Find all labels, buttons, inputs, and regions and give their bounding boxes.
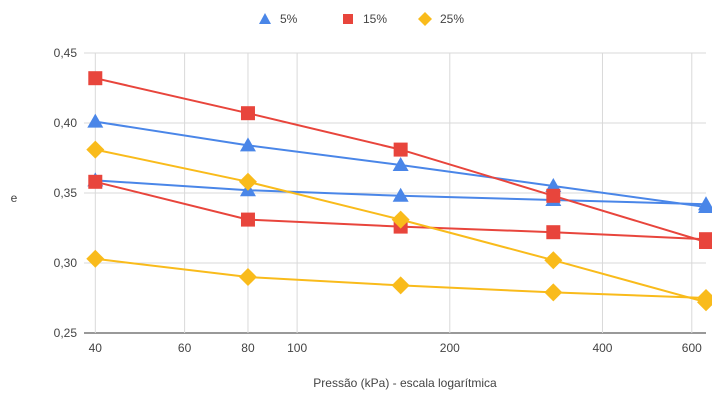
- data-point: [391, 276, 410, 295]
- x-axis-label: Pressão (kPa) - escala logarítmica: [313, 376, 497, 390]
- data-point: [238, 172, 257, 191]
- x-tick-label: 400: [592, 341, 612, 355]
- legend-swatch: [418, 12, 432, 26]
- legend-item: 25%: [418, 12, 464, 26]
- y-tick-label: 0,40: [54, 116, 78, 130]
- y-tick-label: 0,30: [54, 256, 78, 270]
- data-point: [545, 178, 562, 192]
- data-point: [544, 283, 563, 302]
- tick-labels: 0,25 0,30 0,35 0,40 0,45 40 60 80 100 200 400 600: [54, 46, 702, 355]
- x-tick-label: 600: [682, 341, 702, 355]
- data-point: [88, 71, 103, 86]
- y-tick-label: 0,25: [54, 326, 78, 340]
- data-point: [240, 212, 255, 227]
- y-axis-label: e: [11, 191, 18, 205]
- series-5pct-b: [87, 172, 712, 211]
- legend-item: 5%: [259, 12, 298, 26]
- data-point: [699, 232, 712, 247]
- x-tick-label: 80: [241, 341, 255, 355]
- x-tick-label: 60: [178, 341, 192, 355]
- data-point: [88, 174, 103, 189]
- legend-label: 15%: [363, 12, 387, 26]
- legend-label: 5%: [280, 12, 298, 26]
- data-point: [697, 289, 712, 307]
- data-point: [87, 113, 104, 128]
- data-point: [392, 187, 409, 202]
- x-tick-label: 200: [440, 341, 460, 355]
- y-tick-label: 0,45: [54, 46, 78, 60]
- x-tick-label: 100: [287, 341, 307, 355]
- x-tick-label: 40: [89, 341, 103, 355]
- data-point: [698, 196, 712, 211]
- legend: 5% 15% 25%: [259, 12, 464, 26]
- legend-swatch: [343, 14, 353, 24]
- data-point: [546, 188, 561, 203]
- series-25pct-b: [86, 249, 712, 307]
- data-point: [391, 210, 410, 229]
- data-point: [86, 249, 105, 268]
- data-point: [86, 140, 105, 159]
- data-point: [239, 137, 256, 152]
- legend-item: 15%: [343, 12, 387, 26]
- data-point: [238, 268, 257, 286]
- grid: [84, 52, 706, 334]
- data-point: [544, 251, 563, 270]
- data-point: [546, 225, 561, 240]
- series-25pct-a: [86, 140, 712, 312]
- data-point: [392, 157, 409, 171]
- series-layer: [86, 71, 712, 312]
- legend-label: 25%: [440, 12, 464, 26]
- series-15pct-a: [88, 71, 712, 249]
- legend-swatch: [259, 13, 271, 24]
- data-point: [240, 106, 255, 121]
- y-tick-label: 0,35: [54, 186, 78, 200]
- data-point: [393, 142, 408, 157]
